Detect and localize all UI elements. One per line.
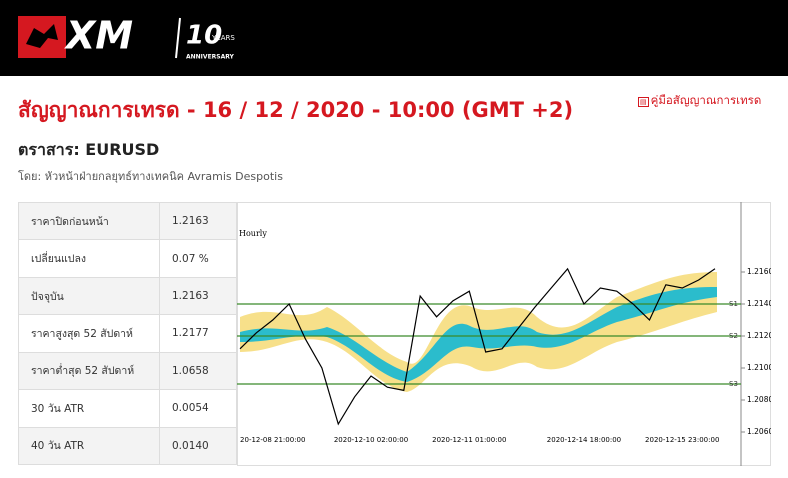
x-tick-label: 20-12-08 21:00:00 [240,436,305,444]
anniversary-years: YEARS [211,34,235,42]
x-tick-label: 2020-12-11 01:00:00 [432,436,506,444]
stat-value: 1.2177 [159,314,237,353]
x-tick-label: 2020-12-14 18:00:00 [547,436,621,444]
x-tick-label: 2020-12-15 23:00:00 [645,436,719,444]
stat-label: ปัจจุบัน [18,276,160,316]
author: โดย: หัวหน้าฝ่ายกลยุทธ์ทางเทคนิค Avramis… [18,170,283,183]
y-tick-label: 1.2120 [747,331,771,340]
chart-title: Hourly [239,229,267,238]
table-row: เปลี่ยนแปลง 0.07 % [18,239,237,278]
stat-value: 0.0140 [159,426,237,466]
y-tick-label: 1.2080 [747,395,771,404]
stat-value: 1.0658 [159,351,237,391]
y-tick-label: 1.2100 [747,363,771,372]
stat-value: 1.2163 [159,276,237,316]
support-label: S1 [729,300,738,308]
x-tick-label: 2020-12-10 02:00:00 [334,436,408,444]
stat-value: 0.07 % [159,239,237,278]
header: XM 10 YEARS ANNIVERSARY [0,0,788,76]
stat-value: 0.0054 [159,389,237,428]
y-tick-label: 1.2160 [747,267,771,276]
table-row: 30 วัน ATR 0.0054 [18,389,237,428]
stats-table: ราคาปิดก่อนหน้า 1.2163 เปลี่ยนแปลง 0.07 % ปั… [18,201,237,466]
anniversary-word: ANNIVERSARY [186,54,235,61]
stat-label: 40 วัน ATR [18,426,160,466]
table-row: ราคาสูงสุด 52 สัปดาห์ 1.2177 [18,314,237,353]
chart: Hourly 1.2060 1.2080 1.2100 1.2120 1.2140 1.21… [237,202,771,466]
instrument: ตราสาร: EURUSD [18,140,160,159]
guide-link[interactable]: ▤ คู่มือสัญญาณการเทรด [638,92,761,110]
y-tick-label: 1.2140 [747,299,771,308]
table-row: ราคาปิดก่อนหน้า 1.2163 [18,201,237,241]
stat-label: 30 วัน ATR [18,389,160,428]
stat-value: 1.2163 [159,201,237,241]
support-label: S3 [729,380,738,388]
y-tick-label: 1.2060 [747,427,771,436]
stat-label: เปลี่ยนแปลง [18,239,160,278]
stat-label: ราคาปิดก่อนหน้า [18,201,160,241]
logo-text: XM [64,14,133,58]
page-title: สัญญาณการเทรด - 16 / 12 / 2020 - 10:00 (… [18,98,574,122]
pdf-icon: ▤ [638,97,649,107]
logo: XM 10 YEARS ANNIVERSARY [18,14,235,61]
stat-label: ราคาต่ำสุด 52 สัปดาห์ [18,351,160,391]
guide-link-text[interactable]: คู่มือสัญญาณการเทรด [650,93,762,107]
table-row: 40 วัน ATR 0.0140 [18,426,237,466]
indicator-band [240,287,717,382]
table-row: ราคาต่ำสุด 52 สัปดาห์ 1.0658 [18,351,237,391]
support-label: S2 [729,332,738,340]
anniversary-number: 10 [186,21,222,51]
price-line [239,267,716,426]
table-row: ปัจจุบัน 1.2163 [18,276,237,316]
stat-label: ราคาสูงสุด 52 สัปดาห์ [18,314,160,353]
